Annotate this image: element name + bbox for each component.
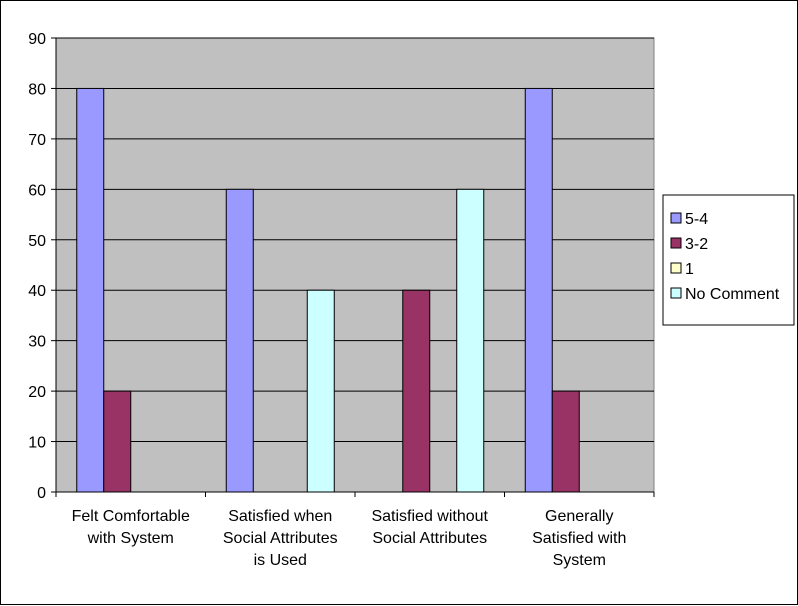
bar-5-4-cat1 bbox=[76, 87, 105, 493]
x-tick-label-2-line-1: Satisfied when bbox=[228, 508, 332, 525]
y-tick-label-0: 0 bbox=[37, 485, 46, 502]
legend-label-1: 1 bbox=[685, 261, 694, 278]
legend-label-5-4: 5-4 bbox=[685, 211, 708, 228]
legend-label-no-comment: No Comment bbox=[685, 286, 780, 303]
bar-5-4-cat2 bbox=[225, 188, 254, 493]
y-tick-label-40: 40 bbox=[28, 283, 46, 300]
bar-3-2-cat3 bbox=[402, 289, 431, 493]
x-tick-label-3-line-1: Satisfied without bbox=[371, 508, 488, 525]
bar-no-comment-cat3 bbox=[456, 188, 485, 493]
x-tick-label-4-line-3: System bbox=[553, 552, 606, 569]
legend-swatch-no-comment bbox=[670, 287, 682, 299]
x-tick-label-1-line-1: Felt Comfortable bbox=[72, 508, 190, 525]
legend-swatch-5-4 bbox=[670, 212, 682, 224]
x-tick-label-1-line-2: with System bbox=[87, 530, 174, 547]
x-tick-label-3-line-2: Social Attributes bbox=[372, 530, 487, 547]
bar-5-4-cat4 bbox=[524, 87, 553, 493]
y-tick-label-20: 20 bbox=[28, 384, 46, 401]
x-tick-label-2-line-2: Social Attributes bbox=[223, 530, 338, 547]
y-tick-label-50: 50 bbox=[28, 233, 46, 250]
y-tick-label-80: 80 bbox=[28, 81, 46, 98]
legend-swatch-3-2 bbox=[670, 237, 682, 249]
bar-no-comment-cat2 bbox=[306, 289, 335, 493]
y-tick-label-60: 60 bbox=[28, 182, 46, 199]
y-tick-label-10: 10 bbox=[28, 435, 46, 452]
x-tick-label-2-line-3: is Used bbox=[254, 552, 307, 569]
y-tick-label-30: 30 bbox=[28, 334, 46, 351]
bar-3-2-cat1 bbox=[103, 390, 132, 493]
legend-box bbox=[662, 194, 795, 326]
legend-label-3-2: 3-2 bbox=[685, 236, 708, 253]
bar-3-2-cat4 bbox=[551, 390, 580, 493]
legend-swatch-1 bbox=[670, 262, 682, 274]
y-tick-label-70: 70 bbox=[28, 132, 46, 149]
y-tick-label-90: 90 bbox=[28, 31, 46, 48]
x-tick-label-4-line-1: Generally bbox=[545, 508, 613, 525]
x-tick-label-4-line-2: Satisfied with bbox=[532, 530, 626, 547]
